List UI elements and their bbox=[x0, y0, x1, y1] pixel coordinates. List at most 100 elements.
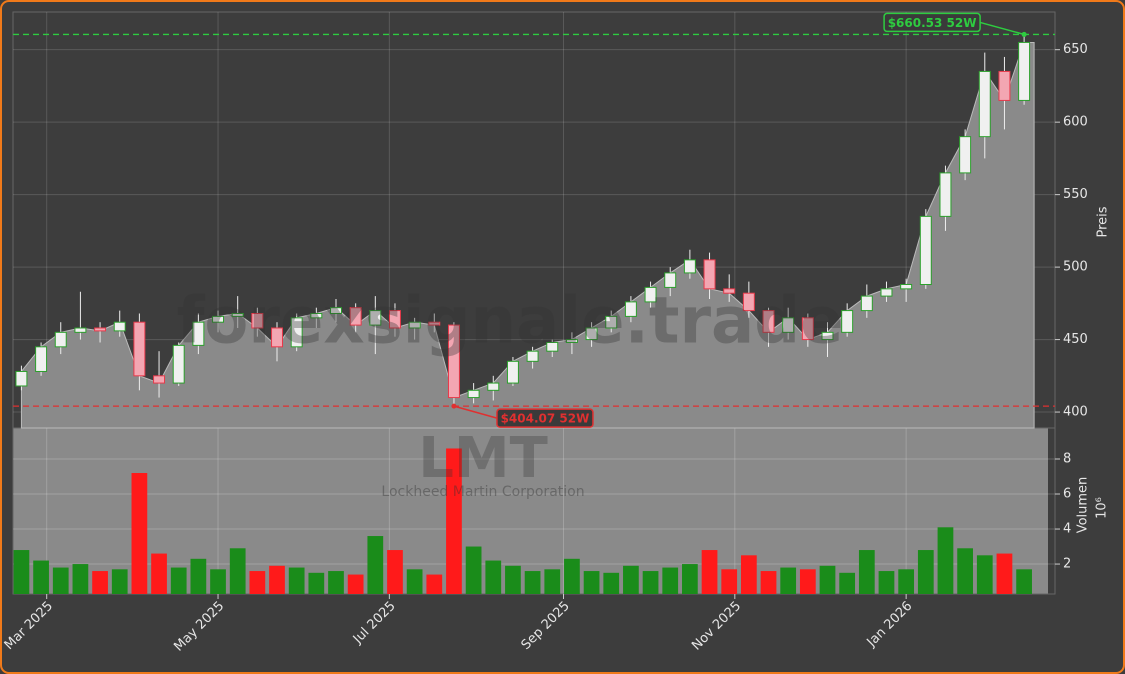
volume-bar bbox=[485, 560, 502, 594]
y2-tick-label: 6 bbox=[1063, 487, 1071, 502]
volume-bar bbox=[52, 567, 69, 594]
volume-bar bbox=[249, 571, 266, 594]
candle-body bbox=[998, 70, 1011, 101]
candle-body bbox=[546, 341, 559, 352]
volume-bar bbox=[387, 550, 403, 594]
volume-bar bbox=[92, 571, 108, 594]
candle-body bbox=[939, 172, 952, 217]
volume-bar bbox=[780, 567, 797, 594]
candle-body bbox=[723, 288, 736, 294]
candle-body bbox=[900, 284, 913, 290]
volume-bar bbox=[446, 448, 462, 594]
candle-body bbox=[585, 327, 598, 341]
candle-body bbox=[310, 312, 323, 319]
y-tick-label: 650 bbox=[1063, 42, 1088, 57]
candle-body bbox=[919, 215, 932, 286]
candle-body bbox=[801, 317, 814, 341]
candle-body bbox=[978, 70, 991, 138]
candle-body bbox=[1018, 41, 1031, 101]
candle-body bbox=[74, 327, 87, 333]
volume-bar bbox=[799, 569, 816, 594]
volume-bar bbox=[190, 558, 207, 594]
volume-bar bbox=[957, 548, 973, 594]
volume-bar bbox=[210, 569, 226, 594]
candle-body bbox=[271, 327, 283, 348]
y2-tick-label: 8 bbox=[1063, 451, 1071, 466]
volume-bar bbox=[839, 572, 856, 594]
candle-body bbox=[487, 382, 500, 391]
annotation-label: $660.53 52W bbox=[888, 16, 977, 30]
volume-bar bbox=[760, 571, 777, 594]
annotation-arrow bbox=[979, 21, 1025, 36]
y2-tick-label: 2 bbox=[1063, 557, 1071, 572]
volume-bar bbox=[917, 550, 934, 594]
y-tick-label: 400 bbox=[1063, 405, 1088, 420]
y-axis-label: Preis bbox=[1096, 206, 1111, 237]
volume-bar bbox=[328, 571, 344, 594]
volume-bar bbox=[603, 572, 620, 594]
annotation-arrow-head bbox=[1021, 31, 1027, 37]
candle-body bbox=[369, 310, 382, 326]
volume-bar bbox=[819, 565, 836, 594]
candle-body bbox=[231, 312, 244, 317]
volume-bar bbox=[426, 574, 443, 594]
volume-bar bbox=[878, 571, 895, 594]
volume-bar bbox=[623, 565, 639, 594]
y-tick-label: 550 bbox=[1063, 187, 1088, 202]
y-tick-label: 600 bbox=[1063, 115, 1088, 130]
annotation-label: $404.07 52W bbox=[501, 412, 590, 426]
volume-bar bbox=[269, 565, 285, 594]
candle-body bbox=[959, 136, 972, 174]
volume-bar bbox=[33, 560, 49, 594]
candle-body bbox=[113, 321, 126, 332]
candle-body bbox=[762, 310, 775, 333]
watermark: forexsignale.trade bbox=[177, 285, 844, 359]
annotation-box bbox=[883, 12, 981, 33]
candle-body bbox=[683, 259, 696, 274]
volume-bar bbox=[347, 574, 364, 594]
volume-bar bbox=[937, 527, 954, 594]
watermark-company: Lockheed Martin Corporation bbox=[381, 484, 584, 500]
volume-bar bbox=[976, 555, 993, 594]
volume-bar bbox=[898, 569, 915, 594]
candle-body bbox=[54, 331, 67, 348]
candle-body bbox=[703, 259, 716, 290]
volume-bar bbox=[505, 565, 521, 594]
volume-bar bbox=[662, 567, 679, 594]
candle-body bbox=[841, 310, 854, 333]
volume-panel-bg bbox=[13, 428, 1048, 594]
candle-body bbox=[447, 324, 460, 399]
candle-body bbox=[408, 321, 421, 329]
y2-scale-label: 10⁶ bbox=[1095, 497, 1110, 519]
volume-bar bbox=[564, 558, 580, 594]
candle-body bbox=[565, 339, 578, 343]
candle-body bbox=[251, 312, 264, 329]
candle-body bbox=[388, 310, 401, 329]
candle-body bbox=[192, 321, 205, 346]
candle-body bbox=[782, 317, 795, 333]
y-tick-label: 450 bbox=[1063, 332, 1088, 347]
volume-bar bbox=[72, 564, 89, 594]
candle-body bbox=[526, 350, 539, 362]
y2-tick-label: 4 bbox=[1063, 522, 1071, 537]
y-tick-label: 500 bbox=[1063, 260, 1088, 275]
volume-bar bbox=[170, 567, 187, 594]
volume-bar bbox=[406, 569, 423, 594]
volume-bar bbox=[858, 550, 875, 594]
volume-bar bbox=[229, 548, 246, 594]
volume-bar bbox=[465, 546, 482, 594]
volume-bar bbox=[740, 555, 757, 594]
volume-bar bbox=[996, 553, 1013, 594]
volume-bar bbox=[1016, 569, 1032, 594]
y2-axis-label: Volumen bbox=[1076, 477, 1091, 534]
candle-body bbox=[664, 272, 677, 288]
candle-body bbox=[644, 286, 657, 303]
candle-body bbox=[742, 292, 755, 312]
candle-body bbox=[349, 307, 362, 326]
annotation-arrow-head bbox=[451, 403, 457, 409]
candle-body bbox=[880, 288, 893, 297]
volume-bar bbox=[701, 550, 718, 594]
volume-bar bbox=[721, 569, 738, 594]
volume-bar bbox=[288, 567, 305, 594]
